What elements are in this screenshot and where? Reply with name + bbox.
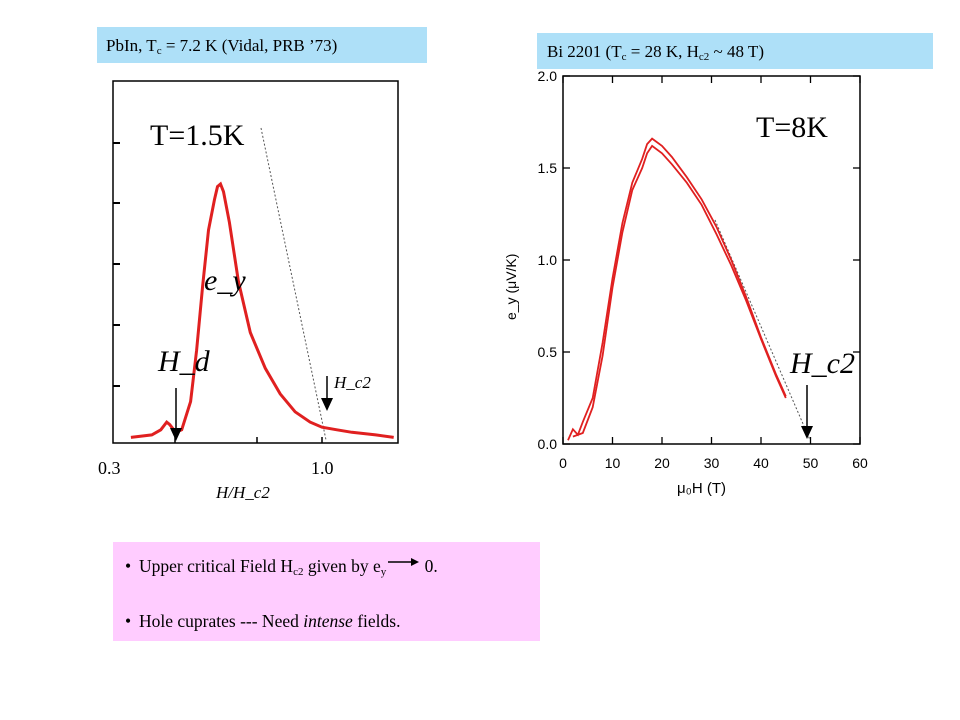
left-ey-label: e_y bbox=[204, 264, 246, 297]
caption-text-mid: = 28 K, H bbox=[626, 42, 699, 61]
right-x-tick-label: 0 bbox=[559, 455, 567, 471]
left-x-tick-label-0: 0.3 bbox=[98, 458, 121, 478]
bullet-dot: • bbox=[125, 611, 132, 631]
left-hc2-label: H_c2 bbox=[333, 373, 371, 392]
left-hc2-arrowhead bbox=[321, 398, 333, 411]
right-x-axis-label: μ₀H (T) bbox=[677, 480, 726, 497]
left-plot-frame bbox=[112, 80, 399, 444]
left-hd-arrowhead bbox=[170, 428, 182, 441]
right-x-tick-label: 40 bbox=[753, 455, 769, 471]
left-chart: T=1.5K e_y H_d H_c2 0.3 1.0 H/H_c2 bbox=[98, 80, 399, 502]
right-ey-curve-1 bbox=[567, 137, 787, 441]
bullet-item-1: • Upper critical Field Hc2 given by ey 0. bbox=[125, 556, 438, 578]
right-chart-caption: Bi 2201 (Tc = 28 K, Hc2 ~ 48 T) bbox=[537, 33, 933, 69]
left-hd-label: H_d bbox=[157, 345, 211, 378]
right-y-tick-label: 1.5 bbox=[538, 160, 558, 176]
right-y-tick-label: 0.0 bbox=[538, 436, 558, 452]
right-chart: 0 10 20 30 40 50 60 0.0 0.5 1.0 1.5 2.0 T=8K H_c2 e… bbox=[503, 68, 868, 497]
left-temperature-label: T=1.5K bbox=[150, 119, 245, 152]
caption-sub-2: c2 bbox=[698, 51, 710, 63]
bullet-sub: c2 bbox=[293, 566, 304, 578]
arrow-icon bbox=[386, 551, 420, 572]
right-hc2-label: H_c2 bbox=[789, 347, 855, 380]
left-ey-curve bbox=[130, 181, 394, 439]
right-extrapolation-line bbox=[714, 219, 811, 441]
arrow-icon-svg bbox=[388, 558, 420, 566]
bullet-emphasis: intense bbox=[303, 611, 353, 631]
left-x-tick-label-1: 1.0 bbox=[311, 458, 334, 478]
right-x-tick-label: 20 bbox=[654, 455, 670, 471]
caption-text: PbIn, T bbox=[106, 36, 157, 55]
bullet-text-end: 0. bbox=[420, 556, 438, 576]
left-chart-caption: PbIn, Tc = 7.2 K (Vidal, PRB ’73) bbox=[97, 27, 427, 63]
caption-text: Bi 2201 (T bbox=[547, 42, 622, 61]
right-x-tick-label: 50 bbox=[803, 455, 819, 471]
right-temperature-label: T=8K bbox=[756, 111, 828, 144]
right-x-tick-label: 30 bbox=[704, 455, 720, 471]
right-ticks: 0 10 20 30 40 50 60 0.0 0.5 1.0 1.5 2.0 bbox=[538, 68, 868, 471]
right-y-tick-label: 1.0 bbox=[538, 252, 558, 268]
bullet-sub-2: y bbox=[380, 566, 387, 578]
caption-text-end: ~ 48 T) bbox=[709, 42, 764, 61]
ey-label-text: e_y bbox=[204, 264, 246, 297]
caption-sub: c bbox=[621, 51, 627, 63]
caption-text-end: = 7.2 K (Vidal, PRB ’73) bbox=[161, 36, 338, 55]
right-hc2-arrowhead bbox=[801, 426, 813, 439]
bullet-dot: • bbox=[125, 556, 132, 576]
bullets-box: • Upper critical Field Hc2 given by ey 0.… bbox=[113, 542, 540, 641]
right-y-axis-label: e_y (μV/K) bbox=[503, 254, 519, 320]
bullet-text: Upper critical Field H bbox=[139, 556, 294, 576]
caption-sub: c bbox=[156, 45, 162, 57]
bullet-item-2: • Hole cuprates --- Need intense fields. bbox=[125, 611, 400, 632]
bullet-text: Hole cuprates --- Need bbox=[139, 611, 304, 631]
right-y-tick-label: 2.0 bbox=[538, 68, 558, 84]
left-x-axis-label: H/H_c2 bbox=[215, 483, 270, 502]
left-tangent-line bbox=[260, 127, 327, 441]
bullet-text-end: fields. bbox=[352, 611, 401, 631]
right-ey-curve-2 bbox=[572, 144, 787, 438]
right-x-tick-label: 10 bbox=[605, 455, 621, 471]
right-y-tick-label: 0.5 bbox=[538, 344, 558, 360]
bullet-text-mid: given by e bbox=[303, 556, 381, 576]
right-x-tick-label: 60 bbox=[852, 455, 868, 471]
